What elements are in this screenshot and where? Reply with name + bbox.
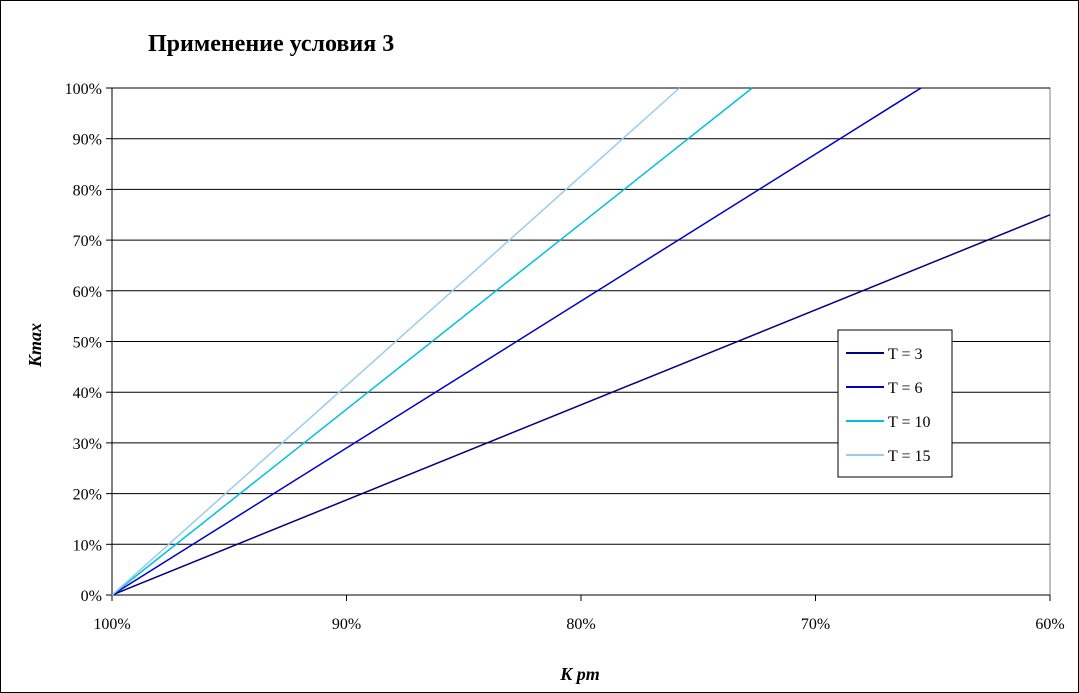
legend: T = 3 T = 6 T = 10 T = 15 xyxy=(837,329,953,478)
legend-box xyxy=(837,329,953,478)
x-tick-label: 70% xyxy=(801,616,830,633)
chart-title: Применение условия 3 xyxy=(148,31,394,57)
y-tick-label: 10% xyxy=(73,537,102,554)
y-tick-label: 30% xyxy=(73,436,102,453)
series-line xyxy=(111,87,753,596)
y-tick-label: 0% xyxy=(81,588,102,605)
y-tick-label: 80% xyxy=(73,182,102,199)
y-tick-label: 100% xyxy=(65,81,102,98)
y-tick-label: 20% xyxy=(73,487,102,504)
series-line xyxy=(111,87,680,596)
x-tick-label: 90% xyxy=(332,616,361,633)
y-tick-label: 40% xyxy=(73,385,102,402)
y-tick-label: 90% xyxy=(73,132,102,149)
y-tick-label: 50% xyxy=(73,335,102,352)
y-axis-label: Kmax xyxy=(25,323,45,368)
legend-label: T = 15 xyxy=(888,448,931,465)
x-tick-label: 60% xyxy=(1035,616,1064,633)
legend-label: T = 3 xyxy=(888,346,923,363)
y-tick-label: 70% xyxy=(73,233,102,250)
x-tick-label: 100% xyxy=(93,616,130,633)
y-tick-label: 60% xyxy=(73,284,102,301)
series-line xyxy=(111,87,922,596)
series-line xyxy=(111,214,1051,596)
legend-label: T = 6 xyxy=(888,380,923,397)
x-axis-label: K pm xyxy=(559,664,600,684)
legend-label: T = 10 xyxy=(888,414,931,431)
x-tick-label: 80% xyxy=(566,616,595,633)
